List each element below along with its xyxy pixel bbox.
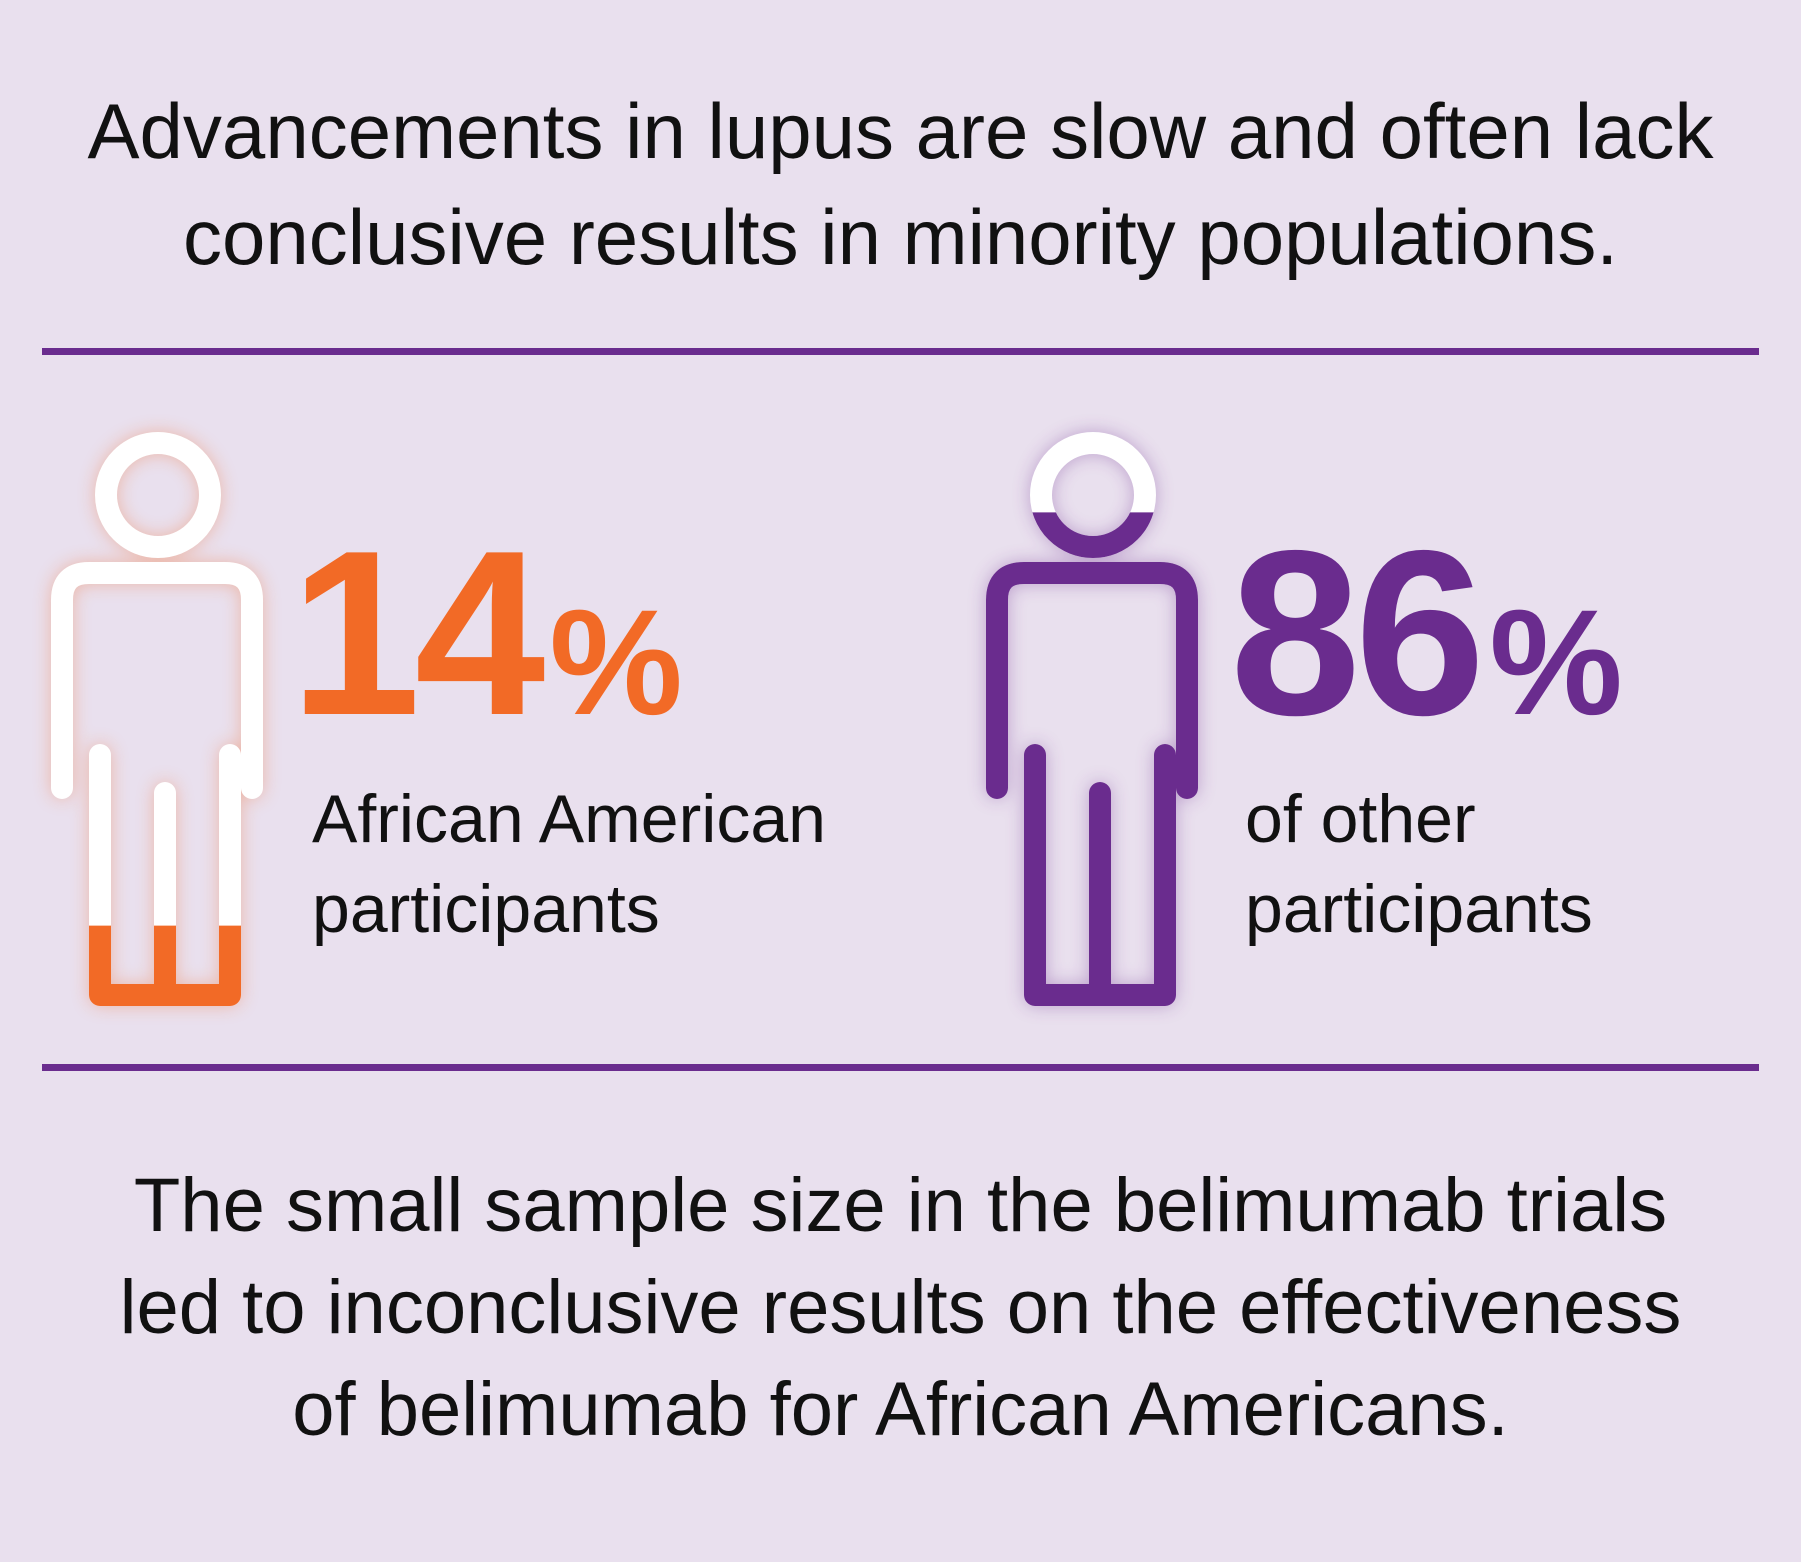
person-figure-african-american <box>40 430 270 1010</box>
footer-line-2: led to inconclusive results on the effec… <box>119 1265 1682 1350</box>
stat-label-line-1: African American <box>312 781 826 857</box>
bottom-divider <box>42 1064 1759 1071</box>
stat-other: 86% <box>1230 515 1623 750</box>
person-outline-icon <box>986 432 1198 1006</box>
person-outline-icon <box>51 432 263 1006</box>
stat-unit-african-american: % <box>549 578 683 746</box>
footer-line-3: of belimumab for African Americans. <box>292 1367 1509 1452</box>
stat-unit-other: % <box>1489 578 1623 746</box>
headline-line-1: Advancements in lupus are slow and often… <box>87 87 1714 175</box>
stat-value-other: 86 <box>1230 501 1485 764</box>
stat-label-line-2: participants <box>312 871 660 947</box>
person-figure-other <box>975 430 1205 1010</box>
stat-label-african-american: African American participants <box>312 774 826 954</box>
stat-value-african-american: 14 <box>290 501 545 764</box>
footer-text: The small sample size in the belimumab t… <box>0 1155 1801 1461</box>
headline: Advancements in lupus are slow and often… <box>0 78 1801 290</box>
stat-label-other: of other participants <box>1245 774 1593 954</box>
stat-label-line-2: participants <box>1245 871 1593 947</box>
top-divider <box>42 348 1759 355</box>
headline-line-2: conclusive results in minority populatio… <box>182 193 1618 281</box>
footer-line-1: The small sample size in the belimumab t… <box>133 1163 1668 1248</box>
stat-african-american: 14% <box>290 515 683 750</box>
stat-label-line-1: of other <box>1245 781 1476 857</box>
